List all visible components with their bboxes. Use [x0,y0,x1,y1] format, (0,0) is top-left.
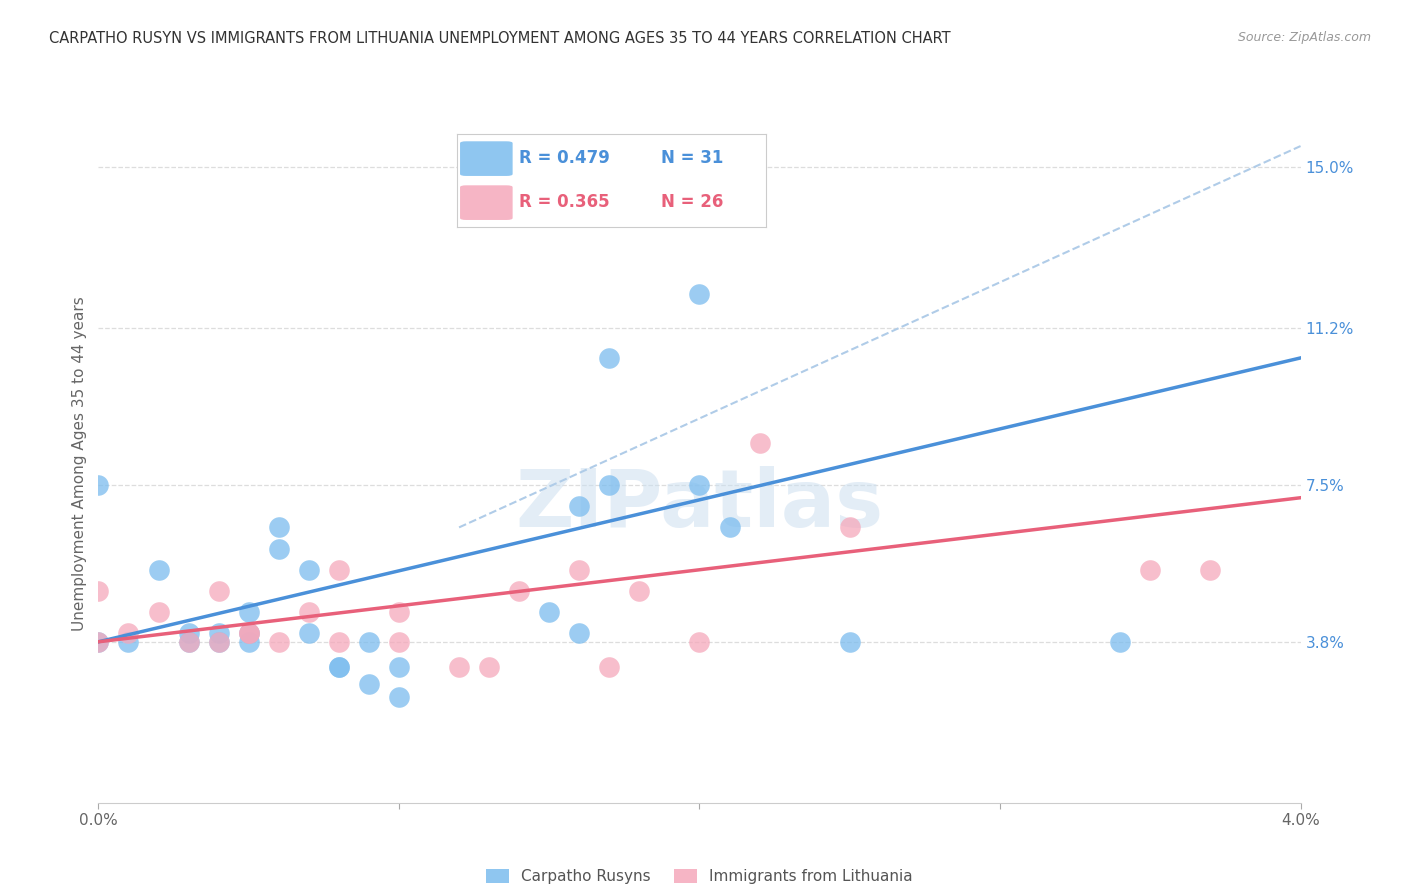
Point [1109,635,1132,649]
Point [298,605,321,619]
Point [117,626,139,640]
Point [478,660,501,674]
Point [689,635,711,649]
Point [87,635,110,649]
FancyBboxPatch shape [460,186,513,220]
Point [568,500,591,514]
Text: N = 31: N = 31 [661,149,724,167]
Point [628,584,651,599]
Point [357,635,380,649]
Point [838,635,860,649]
Point [208,626,231,640]
Point [838,520,860,534]
Point [208,584,231,599]
Point [388,605,411,619]
Point [87,635,110,649]
Point [538,605,561,619]
Point [689,287,711,301]
Point [87,584,110,599]
Point [328,635,350,649]
Text: Source: ZipAtlas.com: Source: ZipAtlas.com [1237,31,1371,45]
FancyBboxPatch shape [460,141,513,176]
Point [298,563,321,577]
Point [1139,563,1161,577]
Text: ZIPatlas: ZIPatlas [516,466,883,543]
Point [748,435,770,450]
Point [568,563,591,577]
Point [598,478,620,492]
Point [267,541,290,556]
Legend: Carpatho Rusyns, Immigrants from Lithuania: Carpatho Rusyns, Immigrants from Lithuan… [481,863,918,890]
Point [388,660,411,674]
Point [388,635,411,649]
Point [718,520,741,534]
Point [238,626,260,640]
Text: R = 0.479: R = 0.479 [519,149,610,167]
Point [177,626,200,640]
Text: R = 0.365: R = 0.365 [519,194,609,211]
Point [598,660,620,674]
Point [447,660,470,674]
Point [689,478,711,492]
Point [328,563,350,577]
Point [148,605,170,619]
Point [298,626,321,640]
Point [568,626,591,640]
Point [238,635,260,649]
Point [208,635,231,649]
Point [87,478,110,492]
Point [598,351,620,365]
Point [267,635,290,649]
Point [177,635,200,649]
Point [238,626,260,640]
Point [177,635,200,649]
Y-axis label: Unemployment Among Ages 35 to 44 years: Unemployment Among Ages 35 to 44 years [72,296,87,632]
Point [1199,563,1222,577]
Text: N = 26: N = 26 [661,194,724,211]
Point [238,626,260,640]
Point [238,605,260,619]
Point [328,660,350,674]
Point [388,690,411,704]
Point [117,635,139,649]
Point [148,563,170,577]
Point [328,660,350,674]
Point [508,584,530,599]
Text: CARPATHO RUSYN VS IMMIGRANTS FROM LITHUANIA UNEMPLOYMENT AMONG AGES 35 TO 44 YEA: CARPATHO RUSYN VS IMMIGRANTS FROM LITHUA… [49,31,950,46]
Point [208,635,231,649]
Point [267,520,290,534]
Point [357,677,380,691]
